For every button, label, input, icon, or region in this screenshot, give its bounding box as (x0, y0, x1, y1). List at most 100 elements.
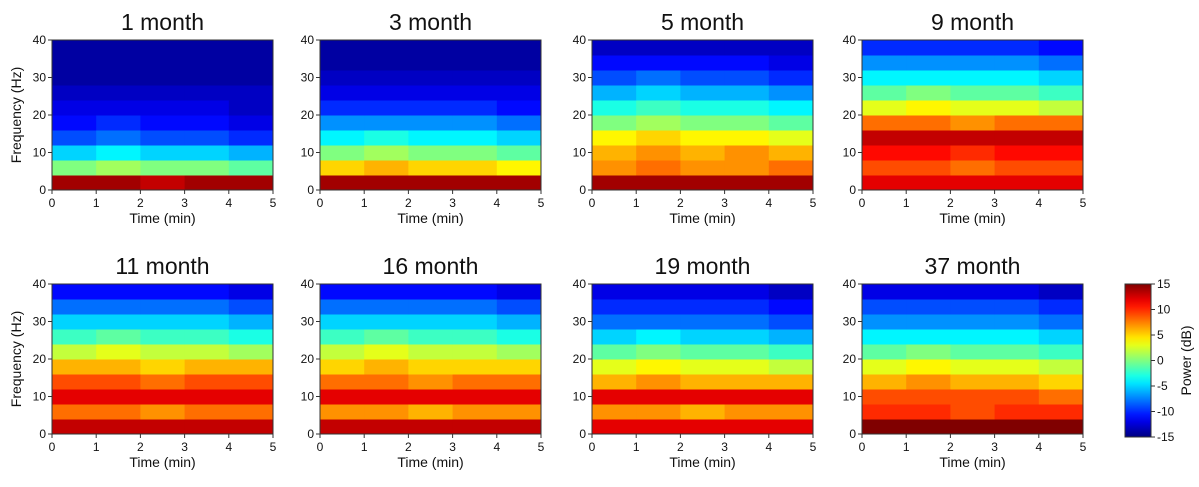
heat-cell (228, 130, 274, 146)
x-axis-label: Time (min) (129, 454, 195, 470)
heat-cell (320, 160, 365, 176)
heat-cell (592, 100, 637, 116)
y-tick-label: 20 (843, 108, 857, 122)
panel-title: 1 month (121, 9, 204, 35)
heat-cell (994, 314, 1040, 330)
heat-cell (592, 359, 637, 375)
heat-cell (496, 404, 542, 420)
x-tick-label: 5 (810, 196, 817, 210)
heat-cell (408, 419, 454, 435)
heat-cell (862, 160, 907, 176)
y-tick-label: 0 (579, 183, 586, 197)
x-tick-label: 4 (765, 440, 772, 454)
heat-cell (950, 374, 996, 390)
y-tick-label: 10 (33, 146, 47, 160)
heat-cell (96, 85, 141, 101)
heat-cell (1038, 374, 1084, 390)
heat-cell (636, 374, 681, 390)
panel-title: 11 month (115, 253, 209, 279)
heat-cell (862, 175, 907, 191)
heat-cell (184, 40, 230, 56)
heat-cell (724, 329, 770, 345)
heat-cell (680, 359, 726, 375)
heat-cell (950, 389, 996, 405)
heat-cell (994, 70, 1040, 86)
heat-cell (680, 85, 726, 101)
heat-cell (96, 359, 141, 375)
heat-cell (364, 374, 409, 390)
y-tick-label: 30 (573, 315, 587, 329)
heat-cell (320, 314, 365, 330)
heat-cell (496, 329, 542, 345)
heat-cell (862, 404, 907, 420)
heat-cell (364, 175, 409, 191)
heat-cell (1038, 100, 1084, 116)
heat-cell (184, 314, 230, 330)
heat-cell (140, 100, 186, 116)
heat-cell (184, 85, 230, 101)
heat-cell (994, 329, 1040, 345)
x-tick-label: 1 (903, 196, 910, 210)
heat-cell (592, 329, 637, 345)
heat-cell (592, 115, 637, 131)
y-tick-label: 40 (573, 277, 587, 291)
heat-cell (680, 329, 726, 345)
heat-cell (320, 55, 365, 71)
heat-cell (320, 389, 365, 405)
y-tick-label: 40 (33, 277, 47, 291)
heat-cell (680, 389, 726, 405)
heat-cell (906, 100, 951, 116)
heat-cell (228, 100, 274, 116)
heat-cell (140, 314, 186, 330)
heat-cell (862, 115, 907, 131)
heat-cell (452, 160, 498, 176)
heat-cell (496, 160, 542, 176)
heat-cell (724, 299, 770, 315)
x-tick-label: 3 (721, 196, 728, 210)
heat-cell (994, 299, 1040, 315)
heat-cell (994, 359, 1040, 375)
heat-cell (950, 145, 996, 161)
heat-cell (1038, 70, 1084, 86)
heat-cell (228, 299, 274, 315)
heat-cell (724, 100, 770, 116)
heat-cell (724, 374, 770, 390)
heat-cell (768, 85, 814, 101)
heat-cell (994, 40, 1040, 56)
heat-cell (452, 175, 498, 191)
heat-cell (636, 419, 681, 435)
heat-cell (52, 145, 97, 161)
heat-cell (364, 160, 409, 176)
heat-cell (140, 85, 186, 101)
heat-cell (592, 389, 637, 405)
y-tick-label: 0 (307, 183, 314, 197)
heat-cell (1038, 389, 1084, 405)
heat-cell (364, 115, 409, 131)
heat-cell (636, 55, 681, 71)
heat-cell (452, 404, 498, 420)
heat-cell (724, 70, 770, 86)
heat-cell (496, 55, 542, 71)
y-tick-label: 0 (849, 183, 856, 197)
y-tick-label: 20 (301, 108, 315, 122)
heat-cell (184, 299, 230, 315)
heat-cell (950, 55, 996, 71)
x-tick-label: 5 (538, 440, 545, 454)
heat-cell (184, 389, 230, 405)
heat-cell (496, 359, 542, 375)
heat-cell (96, 374, 141, 390)
heat-cell (680, 374, 726, 390)
x-tick-label: 1 (93, 196, 100, 210)
x-tick-label: 0 (49, 196, 56, 210)
heat-cell (680, 404, 726, 420)
heat-cell (52, 314, 97, 330)
heat-cell (768, 130, 814, 146)
heat-cell (768, 359, 814, 375)
heat-cell (906, 130, 951, 146)
heat-cell (496, 284, 542, 300)
heat-cell (452, 389, 498, 405)
heat-cell (96, 100, 141, 116)
heat-cell (950, 299, 996, 315)
heat-cell (768, 145, 814, 161)
